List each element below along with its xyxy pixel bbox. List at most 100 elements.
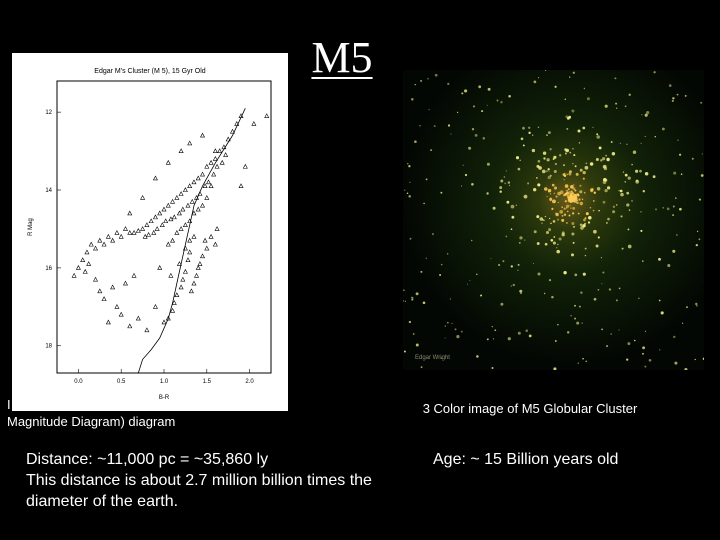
cluster-star xyxy=(565,221,568,224)
data-point xyxy=(151,229,157,235)
cluster-star xyxy=(563,207,566,210)
field-star xyxy=(666,207,670,211)
field-star xyxy=(615,299,618,302)
data-point xyxy=(204,194,210,200)
data-point xyxy=(185,202,191,208)
cluster-star xyxy=(598,146,602,150)
cluster-star xyxy=(557,218,559,221)
field-star xyxy=(662,127,665,131)
field-star xyxy=(431,233,434,236)
field-star xyxy=(404,300,407,302)
field-star xyxy=(502,260,505,263)
data-point xyxy=(154,226,160,231)
data-point xyxy=(140,226,146,231)
field-star xyxy=(482,137,486,140)
field-star xyxy=(527,126,531,130)
field-star xyxy=(695,243,698,247)
field-star xyxy=(444,325,446,327)
field-star xyxy=(407,163,409,165)
cluster-star xyxy=(508,184,511,187)
field-star xyxy=(626,358,629,361)
cmd-chart-svg: Edgar M's Cluster (M 5), 15 Gyr Old 0.0 0… xyxy=(28,68,272,401)
field-star xyxy=(551,295,554,299)
field-star xyxy=(554,340,557,342)
cluster-star xyxy=(572,207,576,210)
field-star xyxy=(427,77,429,80)
field-star xyxy=(668,84,672,87)
data-point xyxy=(86,261,92,266)
field-star xyxy=(464,173,468,177)
field-star xyxy=(487,87,491,91)
data-point xyxy=(264,113,270,118)
data-point xyxy=(208,183,214,189)
cluster-star xyxy=(640,211,642,213)
data-point xyxy=(194,194,200,200)
field-star xyxy=(680,173,683,175)
cluster-star xyxy=(606,222,608,224)
data-point xyxy=(208,159,214,165)
data-point xyxy=(174,194,180,200)
field-star xyxy=(563,178,565,181)
cluster-star xyxy=(624,173,628,177)
distance-line-1: Distance: ~11,000 pc = ~35,860 ly xyxy=(26,451,269,468)
data-point xyxy=(165,202,171,208)
field-star xyxy=(586,97,590,101)
cluster-star xyxy=(546,158,550,162)
cluster-star xyxy=(578,142,581,144)
field-star xyxy=(408,165,411,168)
cluster-star xyxy=(606,186,611,190)
diagram-caption-line1: I xyxy=(7,397,11,412)
field-star xyxy=(549,148,552,151)
field-star xyxy=(517,167,521,171)
cluster-star xyxy=(543,219,545,222)
field-star xyxy=(468,146,472,150)
field-star xyxy=(449,298,451,300)
field-star xyxy=(490,258,492,260)
cluster-star xyxy=(541,169,546,174)
cluster-star xyxy=(541,222,543,224)
field-star xyxy=(642,260,644,262)
cluster-star xyxy=(640,229,643,232)
field-star xyxy=(659,349,661,351)
data-point xyxy=(174,229,180,235)
cluster-star xyxy=(553,236,556,238)
cluster-star xyxy=(595,157,599,162)
field-star xyxy=(517,331,521,335)
field-star xyxy=(667,263,671,268)
field-star xyxy=(701,153,703,155)
field-star xyxy=(518,242,521,244)
cluster-star xyxy=(572,241,575,244)
field-star xyxy=(634,339,636,342)
cluster-star xyxy=(620,192,624,197)
field-star xyxy=(517,263,520,266)
field-star xyxy=(672,205,675,208)
cluster-star xyxy=(596,133,599,136)
field-star xyxy=(496,99,499,102)
cluster-star xyxy=(549,193,552,195)
field-star xyxy=(581,322,583,324)
field-star xyxy=(571,212,575,215)
cluster-star xyxy=(585,212,589,216)
data-point xyxy=(211,171,217,177)
data-point xyxy=(189,198,195,204)
field-star xyxy=(510,265,513,268)
field-star xyxy=(552,241,556,245)
cluster-star xyxy=(548,228,552,232)
cluster-star xyxy=(543,157,546,160)
field-star xyxy=(430,149,433,152)
cluster-star xyxy=(579,201,584,206)
field-star xyxy=(420,270,423,273)
field-star xyxy=(408,320,412,324)
field-star xyxy=(411,298,414,301)
data-point xyxy=(82,268,88,274)
cluster-star xyxy=(547,131,551,135)
isochrone-line xyxy=(137,108,246,374)
field-star xyxy=(576,321,580,325)
field-star xyxy=(428,109,430,111)
field-star xyxy=(537,272,541,276)
sky-background xyxy=(403,70,704,370)
cluster-star xyxy=(559,210,564,214)
field-star xyxy=(454,328,457,331)
axes-group: 0.0 0.5 1.0 1.5 2.0 12 14 16 18 xyxy=(45,110,254,385)
cluster-star xyxy=(583,191,586,194)
